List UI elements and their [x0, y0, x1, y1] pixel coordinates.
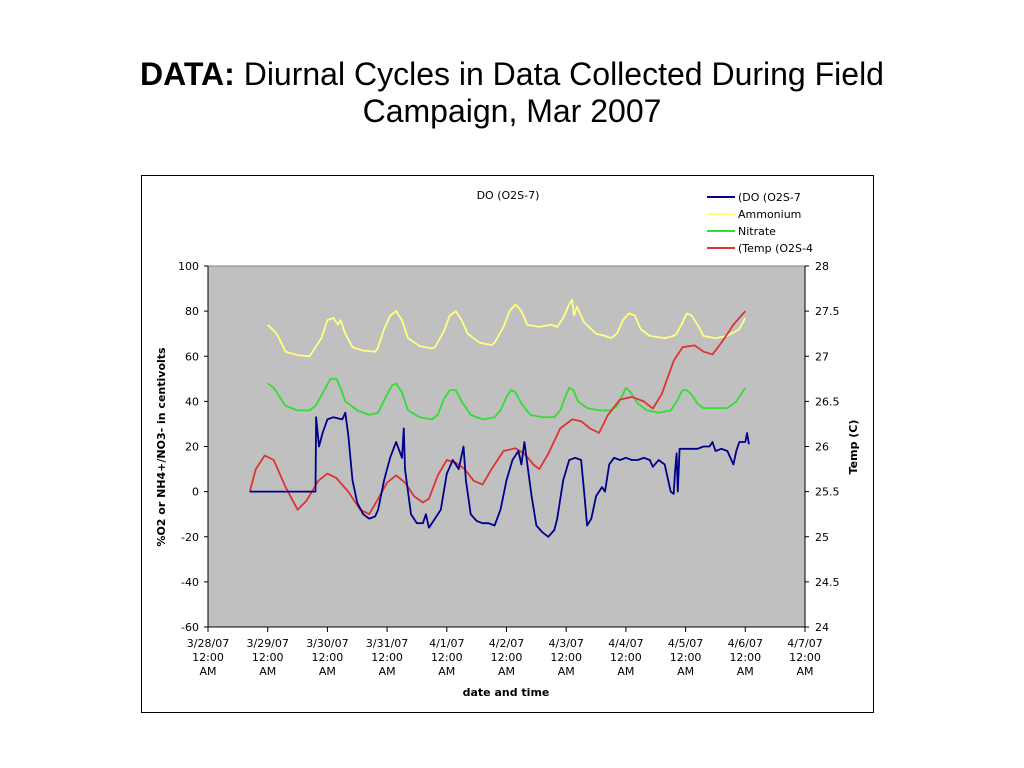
legend-label: Nitrate [738, 225, 776, 238]
legend-label: (DO (O2S-7 [738, 191, 801, 204]
series-layer [248, 298, 750, 538]
chart-svg: DO (O2S-7) 100 80 60 40 20 0 -20 -40 -60 28 27.5 27… [155, 189, 860, 699]
y-tick-label: 80 [185, 305, 199, 318]
legend-label: (Temp (O2S-4 [738, 242, 813, 255]
y2-tick-label: 27 [815, 350, 829, 363]
legend: (DO (O2S-7 Ammonium Nitrate (Temp (O2S-4 [707, 191, 813, 255]
slide-title: DATA: Diurnal Cycles in Data Collected D… [60, 56, 964, 130]
x-tick-label: 3/30/07 12:00 AM [306, 637, 348, 678]
y-tick-label: -20 [181, 531, 199, 544]
y-tick-label: 60 [185, 350, 199, 363]
x-tick-label: 4/1/07 12:00 AM [429, 637, 464, 678]
y-tick-label: -60 [181, 621, 199, 634]
x-axis-title: date and time [463, 686, 550, 699]
y-tick-label: 20 [185, 441, 199, 454]
y-tick-label: -40 [181, 576, 199, 589]
y-tick-label: 40 [185, 395, 199, 408]
y2-tick-label: 24.5 [815, 576, 840, 589]
y2-tick-label: 28 [815, 260, 829, 273]
y2-tick-label: 25 [815, 531, 829, 544]
series-line [267, 377, 747, 421]
y2-axis-title: Temp (C) [847, 420, 860, 475]
x-tick-label: 3/31/07 12:00 AM [366, 637, 408, 678]
x-tick-label: 4/2/07 12:00 AM [489, 637, 524, 678]
y-tick-label: 0 [192, 486, 199, 499]
axis-layer: 100 80 60 40 20 0 -20 -40 -60 28 27.5 27 26.5 26 25.5 2… [178, 260, 840, 678]
y2-tick-label: 27.5 [815, 305, 840, 318]
x-tick-label: 4/5/07 12:00 AM [668, 637, 703, 678]
x-tick-label: 4/4/07 12:00 AM [608, 637, 643, 678]
x-tick-label: 4/3/07 12:00 AM [548, 637, 583, 678]
y2-tick-label: 26.5 [815, 395, 840, 408]
series-line [249, 411, 750, 538]
x-tick-label: 3/28/07 12:00 AM [187, 637, 229, 678]
y-axis-title: %O2 or NH4+/NO3- in centivolts [155, 347, 168, 547]
y2-tick-label: 26 [815, 441, 829, 454]
y-tick-label: 100 [178, 260, 199, 273]
x-tick-label: 4/6/07 12:00 AM [728, 637, 763, 678]
y2-tick-label: 25.5 [815, 486, 840, 499]
chart-frame: DO (O2S-7) 100 80 60 40 20 0 -20 -40 -60 28 27.5 27… [141, 175, 874, 713]
x-tick-label: 3/29/07 12:00 AM [246, 637, 288, 678]
legend-label: Ammonium [738, 208, 801, 221]
x-tick-label: 4/7/07 12:00 AM [787, 637, 822, 678]
series-line [267, 298, 747, 358]
slide-title-rest: Diurnal Cycles in Data Collected During … [243, 56, 884, 129]
slide-title-lead: DATA: [140, 56, 235, 92]
chart-title: DO (O2S-7) [477, 189, 540, 202]
y2-tick-label: 24 [815, 621, 829, 634]
series-line [248, 310, 746, 516]
